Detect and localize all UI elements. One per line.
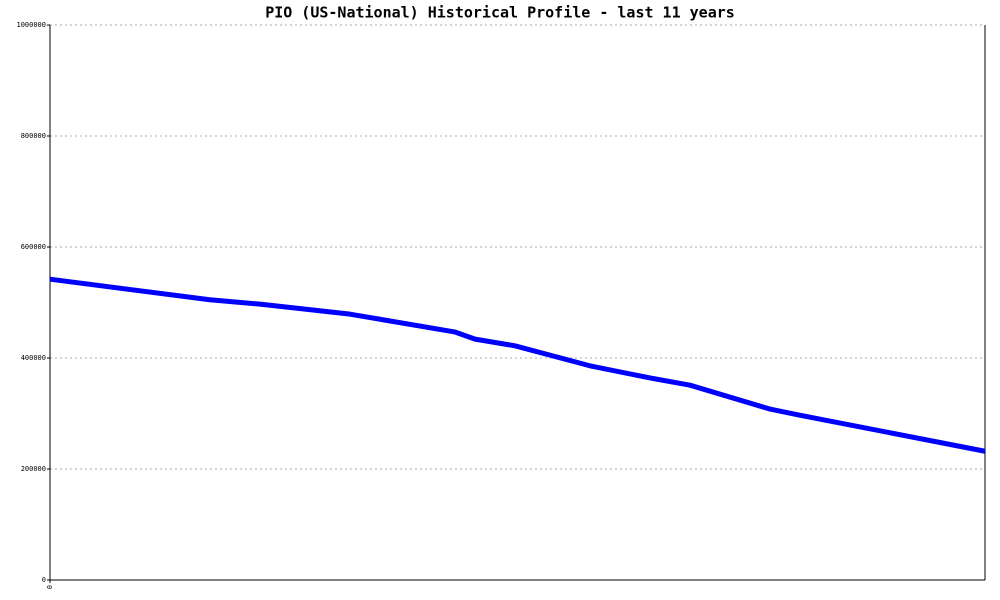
y-tick-label: 200000 [21, 465, 46, 473]
y-tick-label: 800000 [21, 132, 46, 140]
y-tick-label: 400000 [21, 354, 46, 362]
chart-title: PIO (US-National) Historical Profile - l… [265, 4, 735, 22]
data-line [49, 276, 986, 454]
y-tick-label: 600000 [21, 243, 46, 251]
y-tick-label: 0 [42, 576, 46, 584]
y-tick-label: 1000000 [16, 21, 46, 29]
x-tick-label: 0 [46, 585, 54, 589]
